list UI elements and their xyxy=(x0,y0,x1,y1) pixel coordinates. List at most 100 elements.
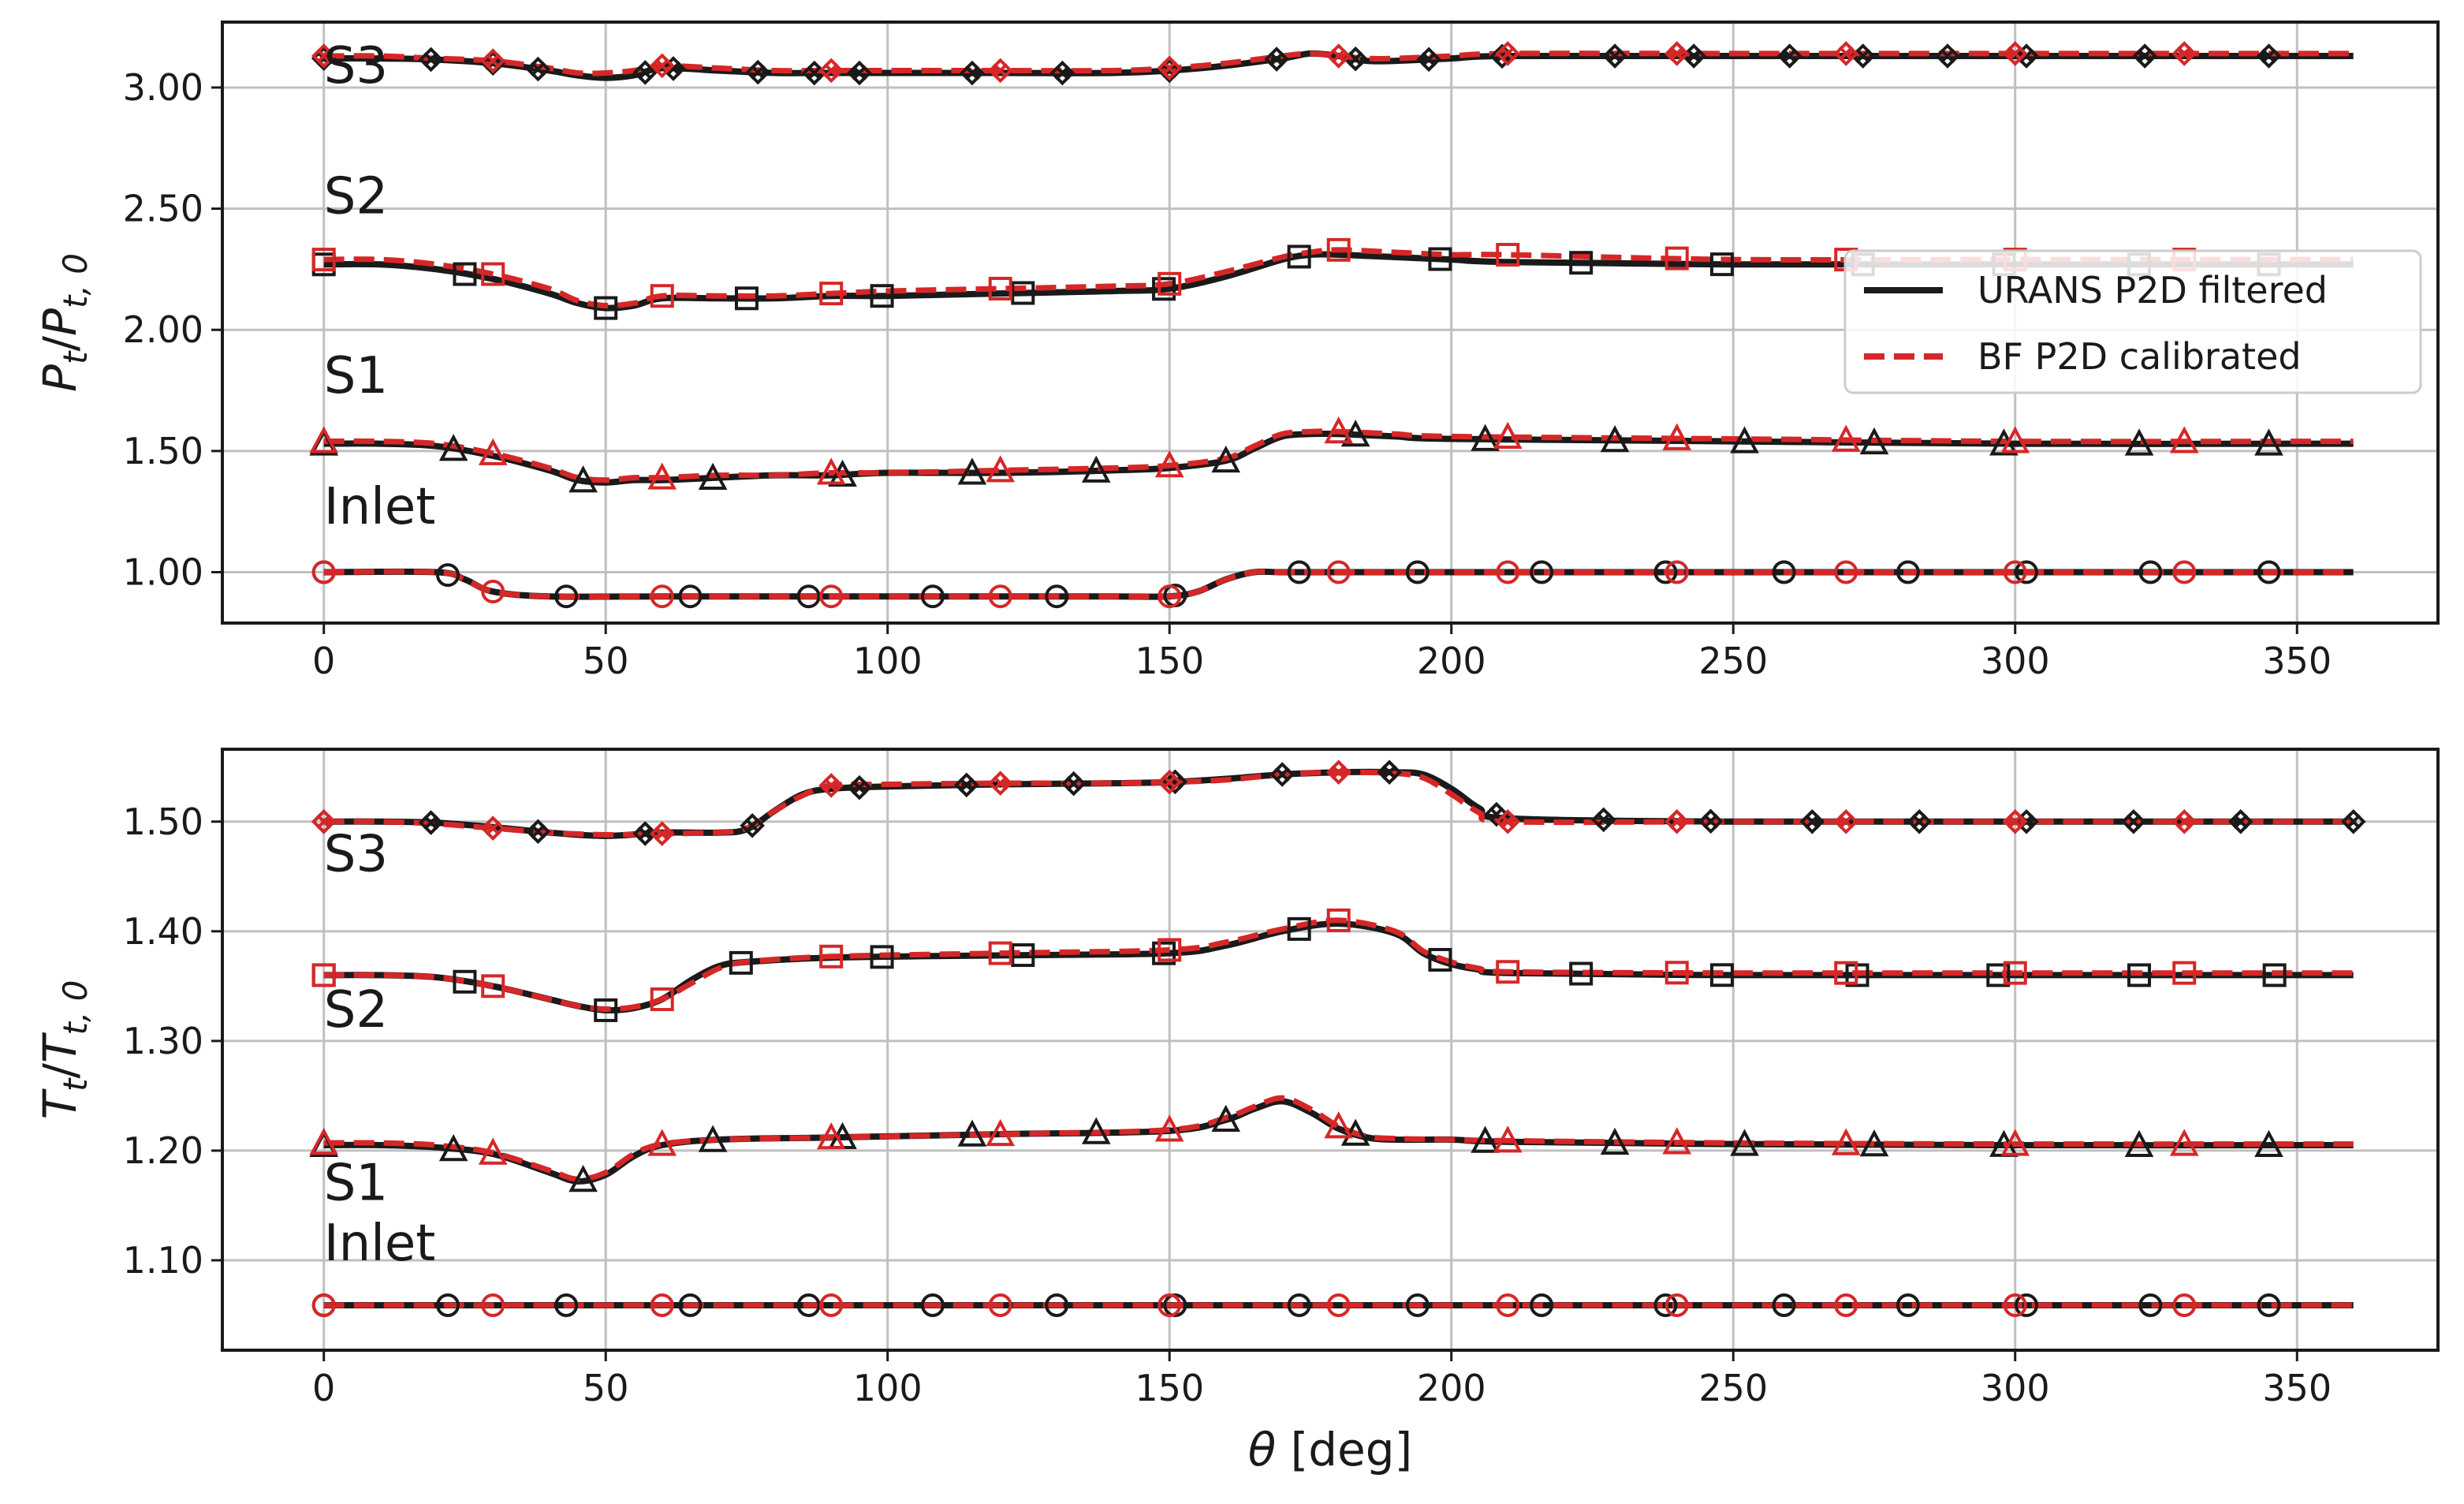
bf-marker xyxy=(1834,1293,1858,1317)
bf-marker xyxy=(481,262,505,286)
bf-marker xyxy=(1496,242,1520,267)
urans-marker xyxy=(632,60,658,85)
plot-panel-top: S3 S2 S1 Inlet 0 50 100 150 200 250 300 350 1.00 1.50… xyxy=(33,21,2440,682)
urans-marker xyxy=(554,1293,579,1317)
urans-marker xyxy=(678,584,703,609)
urans-marker xyxy=(1859,427,1889,455)
urans-marker xyxy=(1405,560,1430,584)
urans-marker xyxy=(678,1293,703,1317)
urans-marker xyxy=(1081,1117,1111,1144)
urans-marker xyxy=(2124,1129,2154,1157)
urans-marker xyxy=(698,462,728,490)
urans-marker xyxy=(1600,425,1630,453)
series-s3 xyxy=(311,759,2366,846)
urans-marker xyxy=(1264,47,1289,72)
bf-marker xyxy=(480,815,506,841)
urans-marker xyxy=(1011,943,1035,968)
bf-marker xyxy=(816,1122,846,1150)
urans-marker xyxy=(960,60,985,86)
urans-marker xyxy=(554,584,579,609)
urans-marker xyxy=(453,969,477,994)
bf-marker xyxy=(987,771,1013,796)
bf-marker xyxy=(647,462,677,490)
urans-marker xyxy=(1162,769,1188,795)
urans-marker xyxy=(1896,1293,1920,1317)
bf-marker xyxy=(1324,1111,1354,1139)
bf-marker xyxy=(2002,41,2028,66)
bf-marker xyxy=(478,1137,508,1165)
urans-marker xyxy=(1061,771,1087,797)
urans-marker xyxy=(920,1293,945,1317)
urans-marker xyxy=(1709,963,1734,987)
urans-marker xyxy=(1045,584,1069,609)
bf-marker xyxy=(311,1293,336,1317)
bf-line-s1 xyxy=(323,1095,2354,1182)
urans-marker xyxy=(796,584,821,609)
urans-marker xyxy=(2227,808,2253,834)
bf-marker xyxy=(1662,1127,1692,1155)
x-tick-label: 350 xyxy=(2262,1367,2332,1409)
urans-marker xyxy=(847,60,872,86)
bf-line-s2 xyxy=(323,247,2354,309)
bf-marker xyxy=(819,584,844,609)
bf-marker xyxy=(481,1293,505,1317)
bf-line-s3 xyxy=(323,769,2354,838)
grid-lines xyxy=(222,749,2438,1350)
urans-marker xyxy=(1653,1293,1678,1317)
urans-marker xyxy=(632,821,658,846)
bf-marker xyxy=(1834,560,1858,584)
bf-marker xyxy=(1154,1114,1184,1142)
bf-marker xyxy=(1326,908,1351,932)
plot-frame xyxy=(221,748,2440,1352)
x-tick-label: 200 xyxy=(1417,640,1486,682)
urans-marker xyxy=(2132,43,2158,69)
x-tick-label: 50 xyxy=(583,640,629,682)
bf-marker xyxy=(309,426,339,453)
y-tick-label: 1.50 xyxy=(123,801,203,843)
bf-marker xyxy=(649,821,675,846)
station-label-s3: S3 xyxy=(324,825,388,883)
series-inlet xyxy=(311,560,2354,609)
bf-marker xyxy=(1493,1125,1523,1153)
urans-line-inlet xyxy=(323,568,2354,600)
bf-marker xyxy=(1157,271,1182,296)
bf-marker xyxy=(1325,43,1351,69)
x-tick-label: 300 xyxy=(1981,640,2050,682)
bf-marker xyxy=(1664,560,1689,584)
bf-marker xyxy=(650,987,674,1012)
urans-marker xyxy=(2340,808,2366,834)
urans-marker xyxy=(729,950,753,975)
bf-marker xyxy=(1157,55,1183,81)
bf-marker xyxy=(481,974,505,998)
urans-marker xyxy=(1530,560,1554,584)
bf-line-inlet xyxy=(323,569,2354,600)
urans-marker xyxy=(1377,759,1402,786)
bf-marker xyxy=(1157,769,1183,795)
bf-marker xyxy=(1664,808,1690,834)
bf-marker xyxy=(1495,808,1521,834)
bf-marker xyxy=(1154,450,1184,478)
bf-marker xyxy=(2169,1129,2199,1156)
bf-marker xyxy=(1831,1128,1861,1155)
urans-marker xyxy=(1730,1129,1759,1156)
bf-marker xyxy=(818,773,844,798)
bf-line-s2 xyxy=(323,917,2354,1013)
urans-marker xyxy=(418,47,444,73)
bf-marker xyxy=(478,438,508,465)
plot-area xyxy=(309,41,2354,609)
urans-marker xyxy=(870,284,894,308)
legend-label: BF P2D calibrated xyxy=(1978,335,2302,378)
x-tick-label: 250 xyxy=(1698,640,1768,682)
urans-marker xyxy=(1709,252,1734,277)
urans-marker xyxy=(1530,1293,1554,1317)
bf-marker xyxy=(986,1118,1016,1147)
urans-marker xyxy=(2262,963,2287,987)
urans-marker xyxy=(957,457,987,485)
urans-marker xyxy=(1859,1129,1889,1157)
urans-marker xyxy=(1045,1293,1069,1317)
bf-marker xyxy=(1834,961,1858,985)
bf-marker xyxy=(1831,424,1861,452)
urans-marker xyxy=(1269,762,1295,787)
bf-marker xyxy=(1157,1293,1182,1317)
plot-area xyxy=(309,759,2366,1317)
